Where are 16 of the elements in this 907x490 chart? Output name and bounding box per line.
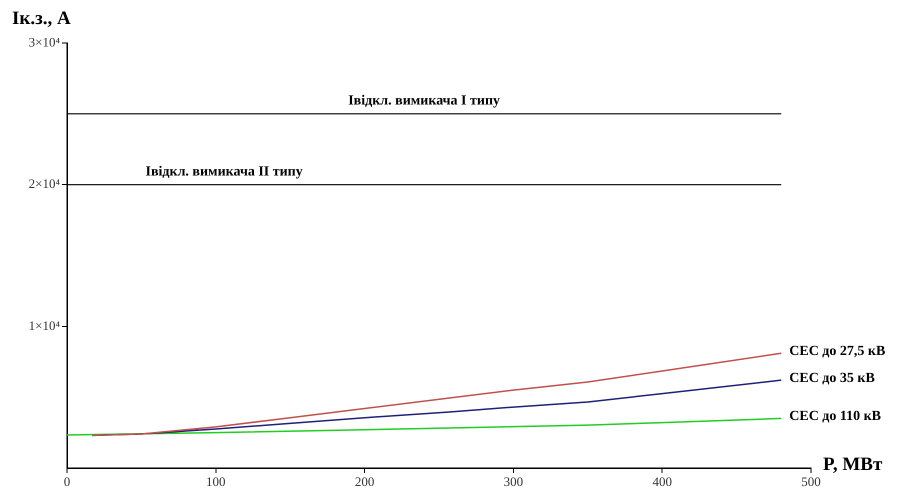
- y-tick-label: 3×10⁴: [28, 34, 60, 50]
- y-tick-label: 2×10⁴: [28, 176, 60, 192]
- ref-line-label: Івідкл. вимикача І типу: [348, 93, 500, 108]
- y-axis-title: Ік.з., А: [12, 8, 71, 29]
- series-label: СЕС до 27,5 кВ: [789, 344, 886, 359]
- series-label: СЕС до 110 кВ: [789, 409, 882, 424]
- series-label: СЕС до 35 кВ: [789, 370, 875, 386]
- ref-line-label: Івідкл. вимикача ІІ типу: [146, 164, 303, 180]
- x-tick-label: 500: [801, 474, 821, 490]
- x-tick-label: 200: [354, 474, 374, 490]
- x-tick-label: 400: [652, 474, 672, 490]
- y-tick-label: 1×10⁴: [28, 318, 60, 333]
- x-axis-title: P, МВт: [823, 454, 883, 475]
- x-tick-label: 100: [206, 474, 226, 490]
- x-tick-label: 300: [504, 474, 524, 490]
- x-tick-label: 0: [64, 474, 70, 490]
